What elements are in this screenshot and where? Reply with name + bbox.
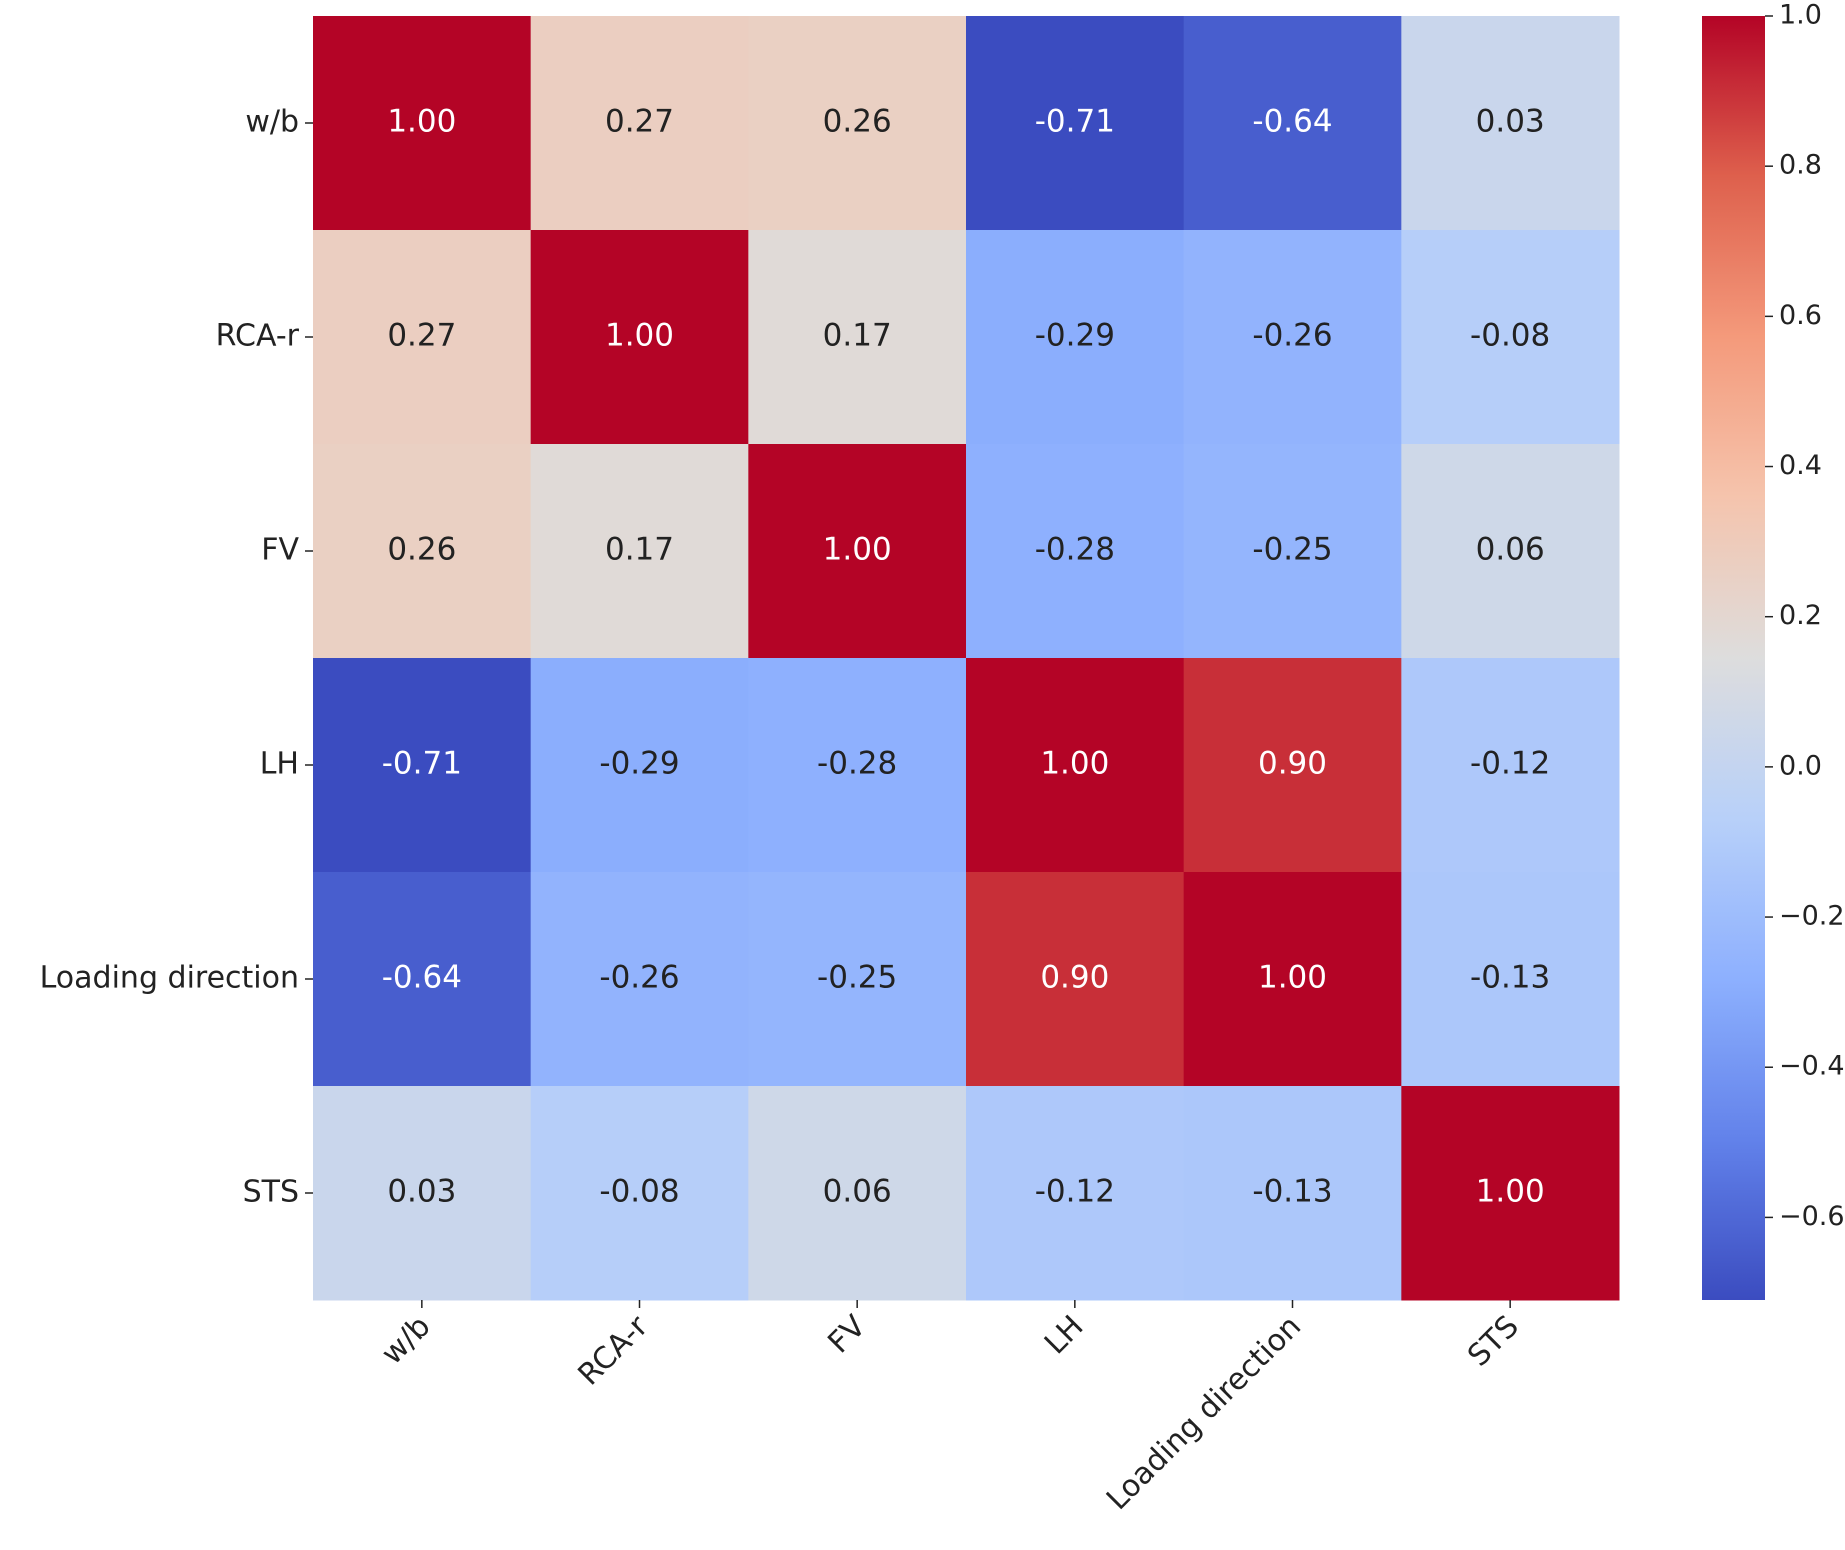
heatmap-cell	[1183, 230, 1402, 445]
y-tick-label: LH	[260, 747, 299, 782]
cell-label: 0.06	[1476, 532, 1545, 568]
cell-label: 0.27	[605, 104, 674, 140]
cell-label: 0.26	[387, 532, 456, 568]
heatmap-cell	[1401, 444, 1620, 659]
heatmap-cell	[748, 16, 967, 231]
cell-label: -0.25	[817, 960, 897, 996]
heatmap-cell	[1401, 230, 1620, 445]
heatmap-cell	[530, 872, 749, 1087]
cell-label: 1.00	[387, 104, 456, 140]
heatmap-cell	[1183, 658, 1402, 873]
cell-label: -0.08	[599, 1174, 679, 1210]
x-tick-label: LH	[1038, 1309, 1091, 1362]
y-tick-label: STS	[243, 1175, 299, 1210]
cell-label: 0.03	[387, 1174, 456, 1210]
heatmap-cell	[966, 1086, 1185, 1301]
cell-label: -0.12	[1035, 1174, 1115, 1210]
heatmap-cell	[530, 230, 749, 445]
cell-label: -0.26	[599, 960, 679, 996]
colorbar-tick-label: 0.8	[1779, 150, 1822, 181]
heatmap-cell	[530, 16, 749, 231]
heatmap-cell	[1183, 1086, 1402, 1301]
colorbar-tick-label: 0.0	[1779, 750, 1822, 781]
y-tick-label: Loading direction	[40, 961, 299, 996]
heatmap-cell	[1401, 658, 1620, 873]
heatmap-cell	[313, 1086, 532, 1301]
x-tick-label: STS	[1461, 1309, 1526, 1374]
cell-label: -0.64	[1252, 104, 1332, 140]
cell-label: 1.00	[1476, 1174, 1545, 1210]
cell-label: 0.17	[823, 318, 892, 354]
x-tick-label: RCA-r	[571, 1308, 655, 1392]
heatmap-cell	[966, 444, 1185, 659]
cell-label: -0.25	[1252, 532, 1332, 568]
cell-label: -0.13	[1470, 960, 1550, 996]
cell-label: 1.00	[1258, 960, 1327, 996]
heatmap-cell	[748, 444, 967, 659]
colorbar-tick-label: 0.4	[1779, 450, 1822, 481]
cell-label: -0.29	[599, 746, 679, 782]
heatmap-cell	[530, 1086, 749, 1301]
heatmap-cell	[966, 658, 1185, 873]
cell-label: -0.29	[1035, 318, 1115, 354]
y-tick-label: FV	[261, 533, 299, 568]
y-tick-label: w/b	[245, 105, 299, 140]
x-tick-label: FV	[821, 1309, 873, 1361]
heatmap-cell	[748, 658, 967, 873]
heatmap-cell	[966, 230, 1185, 445]
cell-label: -0.13	[1252, 1174, 1332, 1210]
heatmap-cell	[1401, 16, 1620, 231]
cell-label: -0.64	[382, 960, 462, 996]
colorbar-tick-label: −0.6	[1779, 1201, 1845, 1232]
cell-label: 0.90	[1258, 746, 1327, 782]
heatmap-cell	[748, 1086, 967, 1301]
cell-label: -0.12	[1470, 746, 1550, 782]
x-tick-label: Loading direction	[1100, 1309, 1308, 1517]
cell-label: 0.06	[823, 1174, 892, 1210]
heatmap-cell	[313, 16, 532, 231]
cell-label: 0.90	[1040, 960, 1109, 996]
colorbar	[1702, 16, 1765, 1300]
heatmap-cell	[1401, 1086, 1620, 1301]
heatmap-cell	[966, 16, 1185, 231]
cell-label: 0.03	[1476, 104, 1545, 140]
cell-label: -0.28	[817, 746, 897, 782]
heatmap-cell	[1183, 444, 1402, 659]
cell-label: 1.00	[1040, 746, 1109, 782]
heatmap-cell	[1401, 872, 1620, 1087]
cell-label: -0.28	[1035, 532, 1115, 568]
colorbar-tick-label: 1.0	[1779, 0, 1822, 31]
heatmap-cell	[313, 658, 532, 873]
cell-label: -0.71	[382, 746, 462, 782]
heatmap-cell	[530, 658, 749, 873]
heatmap-cell	[748, 872, 967, 1087]
heatmap-cell	[1183, 872, 1402, 1087]
colorbar-tick-label: 0.6	[1779, 300, 1822, 331]
cell-label: -0.08	[1470, 318, 1550, 354]
x-tick-label: w/b	[375, 1309, 438, 1372]
heatmap-cell	[313, 872, 532, 1087]
colorbar-tick-label: 0.2	[1779, 600, 1822, 631]
heatmap-cell	[313, 230, 532, 445]
cell-label: 1.00	[605, 318, 674, 354]
cell-label: 1.00	[823, 532, 892, 568]
cell-label: 0.27	[387, 318, 456, 354]
heatmap-cell	[1183, 16, 1402, 231]
cell-label: -0.26	[1252, 318, 1332, 354]
heatmap-cell	[966, 872, 1185, 1087]
heatmap-cell	[530, 444, 749, 659]
heatmap-cell	[748, 230, 967, 445]
cell-label: -0.71	[1035, 104, 1115, 140]
colorbar-tick-label: −0.4	[1779, 1051, 1845, 1082]
colorbar-tick-label: −0.2	[1779, 901, 1845, 932]
cell-label: 0.17	[605, 532, 674, 568]
heatmap-cell	[313, 444, 532, 659]
y-tick-label: RCA-r	[216, 319, 300, 354]
cell-label: 0.26	[823, 104, 892, 140]
